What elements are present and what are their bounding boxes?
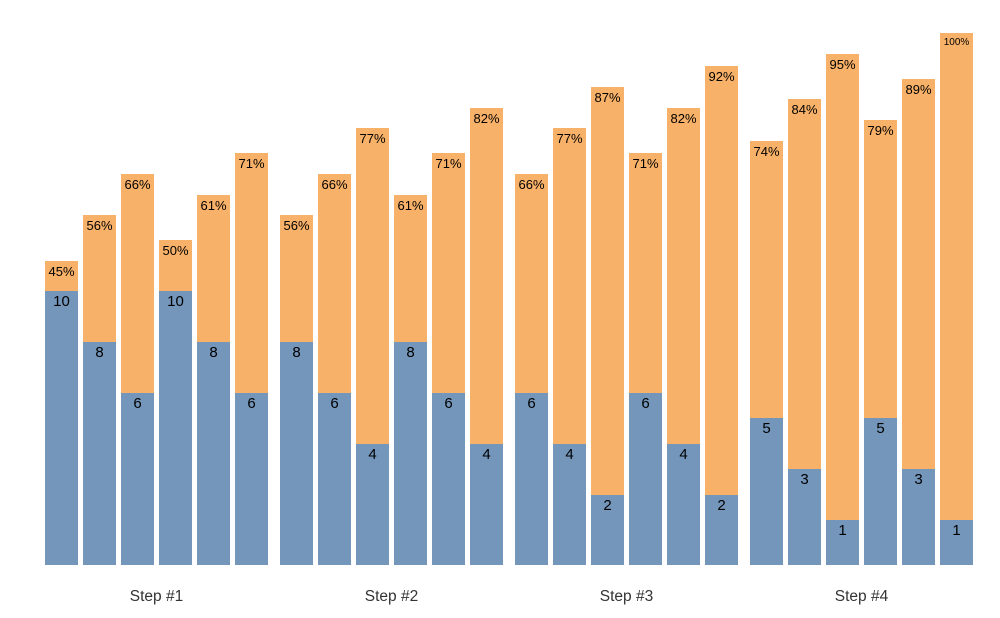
bar-count-segment: [667, 444, 700, 565]
percent-label: 79%: [867, 123, 894, 138]
percent-label: 92%: [708, 69, 735, 84]
value-label: 10: [53, 293, 70, 310]
percent-label: 71%: [238, 156, 265, 171]
bar-count-segment: [280, 342, 313, 565]
percent-label: 45%: [48, 264, 75, 279]
percent-label: 66%: [518, 177, 545, 192]
percent-label: 66%: [124, 177, 151, 192]
percent-label: 77%: [556, 131, 583, 146]
bar-count-segment: [940, 520, 973, 565]
group-label: Step #4: [834, 588, 889, 605]
value-label: 3: [800, 471, 809, 488]
percent-label: 89%: [905, 82, 932, 97]
group-label: Step #1: [129, 588, 184, 605]
value-label: 5: [876, 420, 885, 437]
value-label: 3: [914, 471, 923, 488]
value-label: 6: [641, 395, 650, 412]
bar-percent-segment: [591, 87, 624, 565]
percent-label: 95%: [829, 57, 856, 72]
value-label: 6: [444, 395, 453, 412]
percent-label: 71%: [632, 156, 659, 171]
bar-count-segment: [864, 418, 897, 565]
bar-count-segment: [394, 342, 427, 565]
bar-count-segment: [356, 444, 389, 565]
value-label: 4: [482, 446, 491, 463]
value-label: 2: [603, 497, 612, 514]
value-label: 4: [679, 446, 688, 463]
percent-label: 74%: [753, 144, 780, 159]
percent-label: 77%: [359, 131, 386, 146]
value-label: 2: [717, 497, 726, 514]
value-label: 4: [368, 446, 377, 463]
bar-percent-segment: [705, 66, 738, 565]
value-label: 1: [838, 522, 847, 539]
group-label: Step #3: [599, 588, 654, 605]
percent-label: 100%: [943, 37, 970, 48]
value-label: 6: [133, 395, 142, 412]
percent-label: 61%: [397, 198, 424, 213]
percent-label: 61%: [200, 198, 227, 213]
percent-label: 71%: [435, 156, 462, 171]
percent-label: 56%: [86, 218, 113, 233]
percent-label: 87%: [594, 90, 621, 105]
bar-percent-segment: [826, 54, 859, 565]
bar-count-segment: [705, 495, 738, 565]
bar-count-segment: [826, 520, 859, 565]
bar-count-segment: [750, 418, 783, 565]
value-label: 8: [292, 344, 301, 361]
bar-count-segment: [432, 393, 465, 565]
value-label: 6: [247, 395, 256, 412]
percent-label: 56%: [283, 218, 310, 233]
bar-count-segment: [121, 393, 154, 565]
percent-label: 84%: [791, 102, 818, 117]
bar-count-segment: [45, 291, 78, 565]
bar-count-segment: [591, 495, 624, 565]
percent-label: 66%: [321, 177, 348, 192]
bar-count-segment: [553, 444, 586, 565]
bar-count-segment: [470, 444, 503, 565]
group-label: Step #2: [364, 588, 419, 605]
bar-count-segment: [788, 469, 821, 565]
bar-count-segment: [197, 342, 230, 565]
value-label: 6: [330, 395, 339, 412]
percent-label: 50%: [162, 243, 189, 258]
value-label: 8: [209, 344, 218, 361]
value-label: 10: [167, 293, 184, 310]
bar-percent-segment: [940, 33, 973, 565]
value-label: 1: [952, 522, 961, 539]
value-label: 4: [565, 446, 574, 463]
value-label: 5: [762, 420, 771, 437]
bar-count-segment: [629, 393, 662, 565]
value-label: 8: [95, 344, 104, 361]
value-label: 6: [527, 395, 536, 412]
bar-count-segment: [515, 393, 548, 565]
value-label: 8: [406, 344, 415, 361]
percent-label: 82%: [473, 111, 500, 126]
bar-count-segment: [318, 393, 351, 565]
percent-label: 82%: [670, 111, 697, 126]
bar-count-segment: [159, 291, 192, 565]
bar-count-segment: [235, 393, 268, 565]
bar-count-segment: [83, 342, 116, 565]
bar-count-segment: [902, 469, 935, 565]
